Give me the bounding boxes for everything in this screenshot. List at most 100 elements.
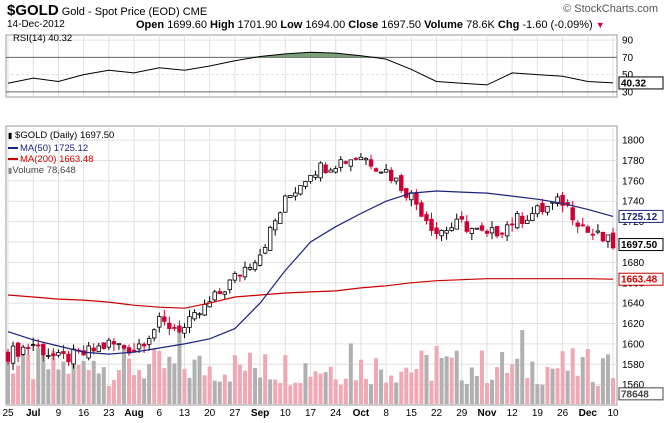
volume-bar	[212, 380, 217, 404]
volume-bar	[540, 384, 545, 404]
price-last-value-box	[618, 238, 664, 252]
candle-body	[20, 346, 26, 355]
volume-bar	[298, 383, 303, 404]
candle-body	[31, 344, 36, 346]
x-tick-label: 9	[56, 408, 62, 419]
candle-body	[499, 232, 505, 235]
candle-body	[146, 338, 152, 345]
volume-bar	[253, 367, 258, 404]
candle-body	[429, 218, 434, 231]
ma50-last-value: 1725.12	[621, 212, 658, 223]
candle-body	[353, 158, 359, 160]
volume-bar	[530, 361, 535, 404]
candle-body	[56, 352, 61, 356]
candle-body	[237, 274, 243, 277]
volume-bar	[333, 379, 338, 404]
volume-bar	[268, 379, 273, 404]
rsi-label: RSI(14) 40.32	[13, 33, 73, 44]
candle-body	[267, 226, 273, 251]
x-tick-label: 22	[431, 408, 443, 419]
candle-body	[177, 325, 182, 333]
candle-body	[111, 341, 117, 345]
volume-bar	[474, 375, 479, 404]
x-tick-label: 12	[507, 408, 519, 419]
volume-bar	[172, 363, 177, 404]
volume-bar	[16, 365, 21, 404]
volume-bar	[338, 384, 343, 404]
x-tick-label: Dec	[579, 408, 598, 419]
chart-symbol: $GOLD Gold - Spot Price (EOD) CME	[7, 2, 207, 19]
x-tick-label: Aug	[124, 408, 143, 419]
volume-bar	[343, 378, 348, 404]
candle-body	[278, 212, 283, 224]
volume-bar	[101, 367, 106, 404]
candle-body	[439, 229, 444, 237]
volume-last-value: 78648	[621, 389, 649, 400]
price-panel-frame	[5, 125, 618, 406]
candle-body	[444, 230, 449, 234]
candle-body	[313, 174, 318, 178]
candle-body	[197, 313, 202, 316]
volume-bar	[6, 359, 10, 404]
candle-body	[141, 343, 147, 347]
volume-bar	[394, 382, 399, 404]
volume-bar	[258, 377, 263, 404]
volume-bar	[157, 351, 162, 404]
price-tick-label: 1780	[622, 156, 645, 167]
price-tick-label: 1600	[622, 339, 645, 350]
rsi-panel-frame	[5, 34, 618, 98]
candle-body	[419, 202, 424, 217]
x-tick-label: 17	[305, 408, 317, 419]
volume-bar	[605, 354, 610, 404]
volume-bar	[273, 379, 278, 404]
volume-bar	[283, 355, 288, 404]
volume-bar	[167, 356, 172, 404]
volume-bar	[555, 368, 560, 404]
candle-body	[15, 342, 21, 357]
volume-bar	[147, 364, 152, 404]
candle-body	[509, 223, 515, 226]
legend-volume: ▮Volume 78,648	[8, 165, 76, 176]
candle-body	[187, 316, 192, 328]
candle-body	[222, 291, 227, 295]
candle-body	[5, 351, 11, 362]
volume-bar	[197, 355, 202, 404]
ma200-last-value: 1663.48	[621, 275, 658, 286]
volume-bar	[444, 356, 449, 404]
candle-body	[590, 233, 596, 236]
candle-body	[46, 355, 51, 357]
x-tick-label: 10	[280, 408, 292, 419]
volume-bar	[369, 384, 373, 404]
volume-bar	[293, 382, 298, 404]
volume-bar	[424, 355, 429, 404]
candle-body	[585, 226, 590, 233]
volume-bar	[142, 378, 147, 404]
candle-body	[394, 177, 399, 182]
candle-body	[388, 169, 394, 182]
volume-bar	[379, 369, 384, 404]
candle-body	[273, 220, 278, 231]
candle-body	[595, 230, 601, 233]
volume-bar	[404, 367, 409, 404]
candle-body	[343, 161, 348, 164]
x-tick-label: 23	[103, 408, 115, 419]
volume-bar	[525, 378, 530, 404]
rsi-tick-label: 90	[622, 36, 634, 47]
rsi-last-value-box	[618, 76, 664, 90]
candle-body	[520, 215, 525, 224]
volume-bar	[454, 350, 459, 404]
price-tick-label: 1560	[622, 380, 645, 391]
candle-body	[288, 195, 293, 198]
candle-body	[424, 214, 429, 222]
price-tick-label: 1640	[622, 299, 645, 310]
volume-bar	[500, 352, 505, 404]
volume-bar	[11, 373, 16, 404]
volume-bar	[86, 370, 91, 404]
x-tick-label: Nov	[478, 408, 497, 419]
candle-body	[126, 347, 132, 354]
volume-bar	[510, 364, 515, 404]
volume-bar	[600, 358, 605, 404]
candle-body	[504, 224, 510, 237]
volume-bar	[449, 357, 454, 404]
volume-bar	[434, 345, 439, 404]
